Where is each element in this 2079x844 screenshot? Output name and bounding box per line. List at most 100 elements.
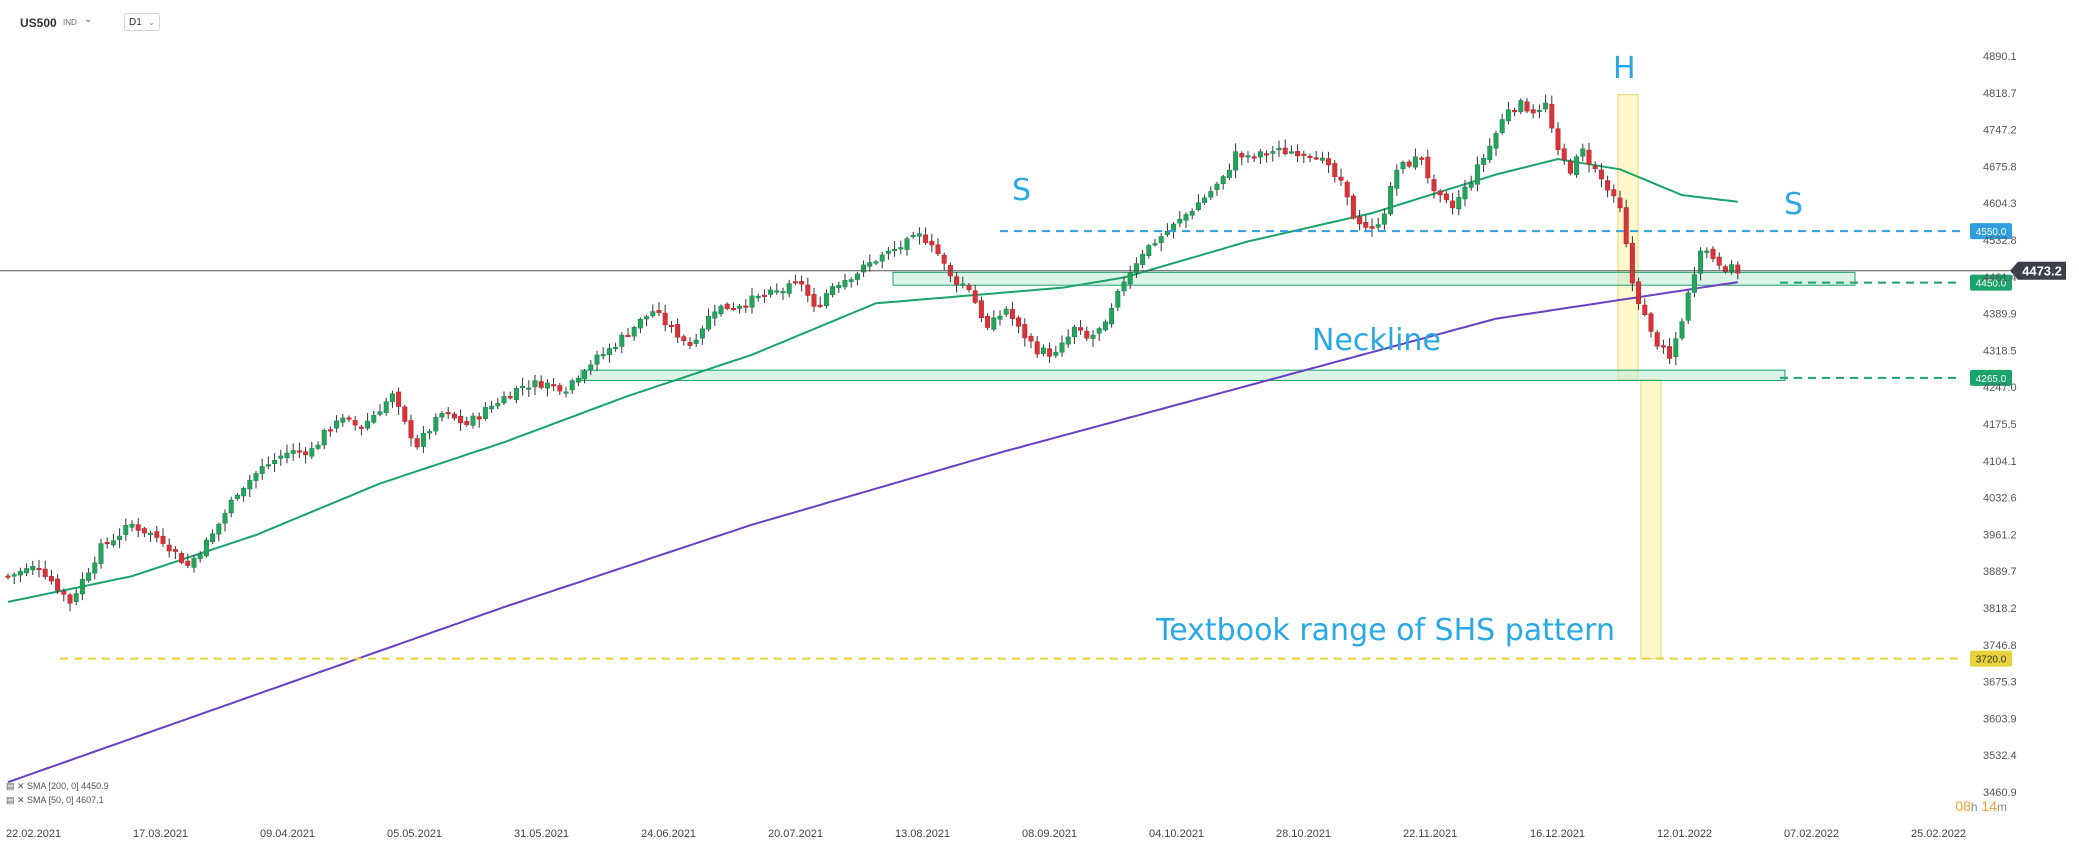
candle-body	[1518, 100, 1524, 112]
candle-body	[334, 420, 340, 429]
candle	[1524, 98, 1530, 114]
candle-body	[402, 406, 408, 422]
candle-body	[625, 334, 631, 337]
candle	[861, 260, 867, 278]
candle	[904, 236, 910, 256]
candle-body	[1164, 231, 1170, 235]
level-label: 3720.0	[1976, 655, 2007, 666]
y-tick-label: 4247.0	[1983, 382, 2017, 394]
level-label: 4550.0	[1976, 227, 2007, 238]
candle-body	[1629, 242, 1635, 284]
candle-body	[1605, 180, 1611, 191]
candle	[1344, 180, 1350, 206]
candle-body	[1233, 151, 1239, 171]
candle	[892, 241, 898, 257]
candle-body	[830, 286, 836, 295]
candle	[867, 254, 873, 272]
candle-body	[693, 339, 699, 344]
y-tick-label: 4032.6	[1983, 493, 2017, 505]
candle-body	[637, 318, 643, 329]
candle-body	[941, 254, 947, 264]
candle	[898, 240, 904, 255]
candle-body	[811, 294, 817, 307]
candle	[154, 525, 160, 543]
candle-body	[1505, 109, 1511, 122]
candle-body	[613, 346, 619, 350]
candle	[1226, 163, 1232, 180]
candle-body	[780, 291, 786, 294]
candle-body	[1617, 197, 1623, 209]
timer-minutes: 14	[1981, 798, 1997, 814]
candle-body	[216, 523, 222, 535]
candle	[451, 411, 457, 421]
candle	[1605, 175, 1611, 198]
candle-body	[985, 315, 991, 328]
candle	[1499, 113, 1505, 135]
candle-body	[526, 387, 532, 390]
timer-m-unit: m	[1997, 800, 2007, 814]
candle-body	[98, 543, 104, 564]
candle	[1127, 265, 1133, 289]
candle	[1685, 290, 1691, 324]
candle	[588, 359, 594, 376]
candle-body	[309, 448, 315, 457]
candle-body	[408, 420, 414, 439]
candle	[1530, 104, 1536, 119]
current-price-label: 4473.2	[2022, 264, 2062, 279]
candle	[1208, 186, 1214, 201]
candle	[817, 296, 823, 308]
candle	[92, 556, 98, 580]
symbol-label[interactable]: US500	[20, 16, 57, 30]
candle-body	[687, 342, 693, 346]
candle-body	[848, 279, 854, 282]
candle	[755, 293, 761, 302]
candle	[1462, 179, 1468, 207]
candle	[1164, 223, 1170, 237]
candle-body	[1146, 245, 1152, 256]
candle	[1245, 151, 1251, 164]
candle	[885, 246, 891, 260]
candle-body	[104, 541, 110, 545]
candle	[1313, 151, 1319, 161]
candle-body	[885, 250, 891, 254]
timeframe-select[interactable]: D1 ⌄	[124, 13, 160, 31]
candle-body	[61, 590, 67, 595]
candlesticks	[5, 94, 1741, 612]
candle-body	[1078, 327, 1084, 331]
candle-body	[1704, 250, 1710, 253]
candle-body	[551, 384, 557, 387]
candle-body	[439, 413, 445, 418]
candle	[1636, 277, 1642, 310]
candle-body	[1282, 147, 1288, 155]
candle-body	[619, 334, 625, 347]
candle-body	[1133, 263, 1139, 273]
candle-body	[910, 235, 916, 238]
x-tick-label: 13.08.2021	[895, 828, 950, 840]
y-tick-label: 3603.9	[1983, 713, 2017, 725]
candle	[1543, 94, 1549, 113]
candle-body	[1084, 330, 1090, 339]
legend-sma-200[interactable]: ▤ ✕ SMA [200, 0] 4450.9	[6, 781, 109, 792]
legend-sma-50[interactable]: ▤ ✕ SMA [50, 0] 4607.1	[6, 795, 104, 806]
candle	[1034, 335, 1040, 358]
candle	[1667, 338, 1673, 364]
candle-body	[873, 261, 879, 264]
sma-200-line	[7, 281, 1738, 784]
symbol-dropdown-icon[interactable]: ⌄	[84, 14, 93, 25]
candle-body	[1456, 197, 1462, 210]
x-tick-label: 08.09.2021	[1022, 828, 1077, 840]
candle	[792, 274, 798, 286]
candle	[538, 375, 544, 390]
y-tick-label: 4890.1	[1983, 51, 2017, 63]
candle-body	[1648, 313, 1654, 332]
candle	[30, 560, 36, 576]
candle-body	[1214, 183, 1220, 190]
candle-body	[265, 464, 271, 467]
candle	[1022, 318, 1028, 347]
candle	[1264, 150, 1270, 163]
candle-body	[1493, 133, 1499, 149]
candle	[842, 273, 848, 290]
candle	[1487, 138, 1493, 163]
range-band	[1640, 378, 1662, 660]
